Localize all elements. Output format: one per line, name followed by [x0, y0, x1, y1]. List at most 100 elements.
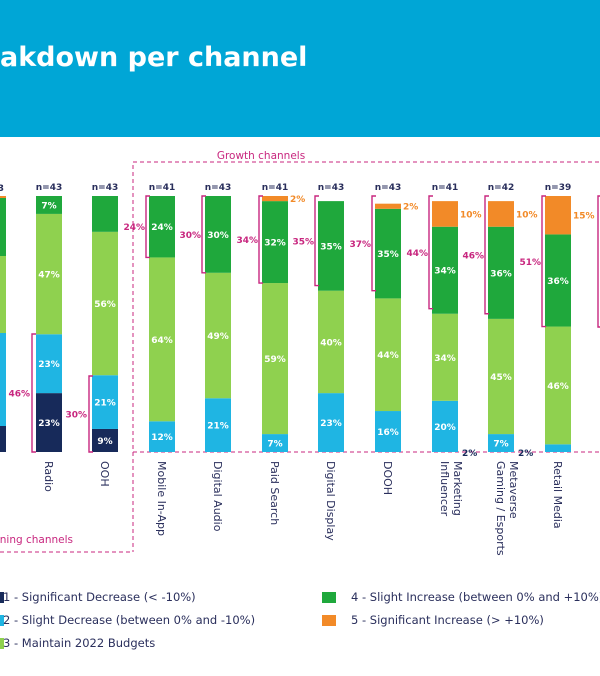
bar-segment-influencer-marketing-s3 [432, 313, 458, 401]
data-label: 2% [518, 449, 533, 459]
stacked-bar-chart: Growth channels ining channels 3 23% 23% 47% 7… [0, 150, 600, 557]
bar-segment-radio-s2 [36, 334, 62, 394]
bar-segment-paid-search-s5 [262, 196, 288, 202]
partial-bar-segment [0, 333, 6, 426]
digital-audio-bracket [201, 195, 206, 274]
retail-media-bracket-label: 51% [519, 258, 541, 268]
data-label: 44% [377, 351, 399, 361]
retail-media-bracket [541, 195, 546, 328]
legend-label: 1 - Significant Decrease (< -10%) [3, 590, 196, 604]
mobile-in-app-bracket [145, 195, 150, 259]
category-label: Mobile In-App [155, 461, 168, 536]
data-label: 16% [377, 428, 399, 438]
bar-segment-ooh-s3 [92, 231, 118, 376]
bar-segment-paid-search-s2 [262, 434, 288, 452]
bar-segment-gaming-esports-metaverse-s4 [488, 226, 514, 319]
bar-segment-digital-audio-s2 [205, 398, 231, 452]
influencer-marketing-bracket [428, 195, 433, 310]
paid-search-bracket [258, 195, 263, 284]
category-label: Digital Audio [211, 461, 224, 532]
bar-segment-dooh-s3 [375, 298, 401, 412]
legend-label: 3 - Maintain 2022 Budgets [3, 636, 156, 650]
dooh-bracket [371, 195, 376, 292]
data-label: 7% [41, 201, 56, 211]
n-label: n=43 [375, 183, 401, 193]
data-label: 2% [462, 449, 477, 459]
bar-segment-influencer-marketing-s4 [432, 226, 458, 314]
header-banner: akdown per channel [0, 0, 600, 137]
ooh-bracket-label: 30% [65, 411, 87, 421]
data-label: 23% [38, 360, 60, 370]
bar-segment-gaming-esports-metaverse-s2 [488, 434, 514, 452]
bar-segment-gaming-esports-metaverse-s5 [488, 201, 514, 227]
digital-display-bracket-label: 35% [292, 237, 314, 247]
offscreen-bracket [597, 195, 600, 328]
partial-bar-segment [0, 196, 6, 198]
data-label: 2% [290, 195, 305, 205]
bar-segment-retail-media-s4 [545, 234, 571, 327]
category-label: OOH [98, 461, 111, 487]
bar-segment-digital-display-s2 [318, 393, 344, 452]
n-label: n=41 [262, 183, 288, 193]
data-label: 9% [97, 437, 112, 447]
n-label: n=43 [318, 183, 344, 193]
partial-bar-segment [0, 426, 6, 452]
category-label: Influencer [438, 461, 451, 517]
legend-label: 2 - Slight Decrease (between 0% and -10%… [3, 613, 256, 627]
mobile-in-app-bracket-label: 24% [123, 223, 145, 233]
ooh-bracket [88, 375, 93, 453]
bar-segment-mobile-in-app-s2 [149, 421, 175, 452]
bar-segment-influencer-marketing-s2 [432, 400, 458, 452]
bar-segment-digital-audio-s4 [205, 196, 231, 273]
data-label: 34% [434, 354, 456, 364]
partial-bar-segment [0, 198, 6, 256]
page-title: akdown per channel [0, 42, 308, 73]
data-label: 3% [550, 445, 565, 455]
legend-swatch [322, 592, 336, 603]
data-label: 35% [377, 250, 399, 260]
radio-bracket-label: 46% [8, 390, 30, 400]
data-label: 20% [434, 423, 456, 433]
bar-segment-mobile-in-app-s3 [149, 257, 175, 422]
partial-bar-segment [0, 256, 6, 333]
legend-swatch [322, 615, 336, 626]
growth-channels-frame [132, 161, 600, 453]
data-label: 21% [94, 399, 116, 409]
bar-segment-dooh-s4 [375, 208, 401, 299]
data-label: 34% [434, 267, 456, 277]
category-label: Radio [42, 461, 55, 492]
n-label: n=43 [205, 183, 231, 193]
n-label: n=39 [545, 183, 571, 193]
category-label: Gaming / Esports / [494, 461, 507, 557]
category-label: Paid Search [268, 461, 281, 525]
n-label: n=42 [488, 183, 514, 193]
bar-segment-gaming-esports-metaverse-s3 [488, 318, 514, 435]
bar-segment-digital-audio-s3 [205, 272, 231, 399]
data-label: 47% [38, 271, 60, 281]
digital-audio-bracket-label: 30% [179, 231, 201, 241]
data-label: 21% [207, 422, 229, 432]
category-label: Metaverse [507, 461, 520, 519]
bar-segment-radio-s1 [36, 393, 62, 452]
growth-channels-label: Growth channels [217, 150, 305, 162]
legend-swatch [0, 615, 4, 626]
bar-segment-digital-display-s4 [318, 201, 344, 291]
bar-segment-dooh-s2 [375, 411, 401, 452]
data-label: 45% [490, 373, 512, 383]
gaming-esports-metaverse-bracket [484, 195, 489, 315]
data-label: 10% [516, 210, 538, 220]
legend-label: 4 - Slight Increase (between 0% and +10%… [351, 590, 600, 604]
data-label: 46% [547, 382, 569, 392]
data-label: 30% [207, 231, 229, 241]
data-label: 23% [320, 419, 342, 429]
bar-segment-ooh-s2 [92, 375, 118, 429]
paid-search-bracket-label: 34% [236, 236, 258, 246]
data-label: 64% [151, 336, 173, 346]
n-label: n=43 [36, 183, 62, 193]
bar-segment-mobile-in-app-s4 [149, 196, 175, 258]
data-label: 40% [320, 338, 342, 348]
n-label: n=41 [432, 183, 458, 193]
category-label: Retail Media [551, 461, 564, 529]
partial-n-label: 3 [0, 184, 4, 194]
declining-channels-label: ining channels [0, 534, 73, 546]
